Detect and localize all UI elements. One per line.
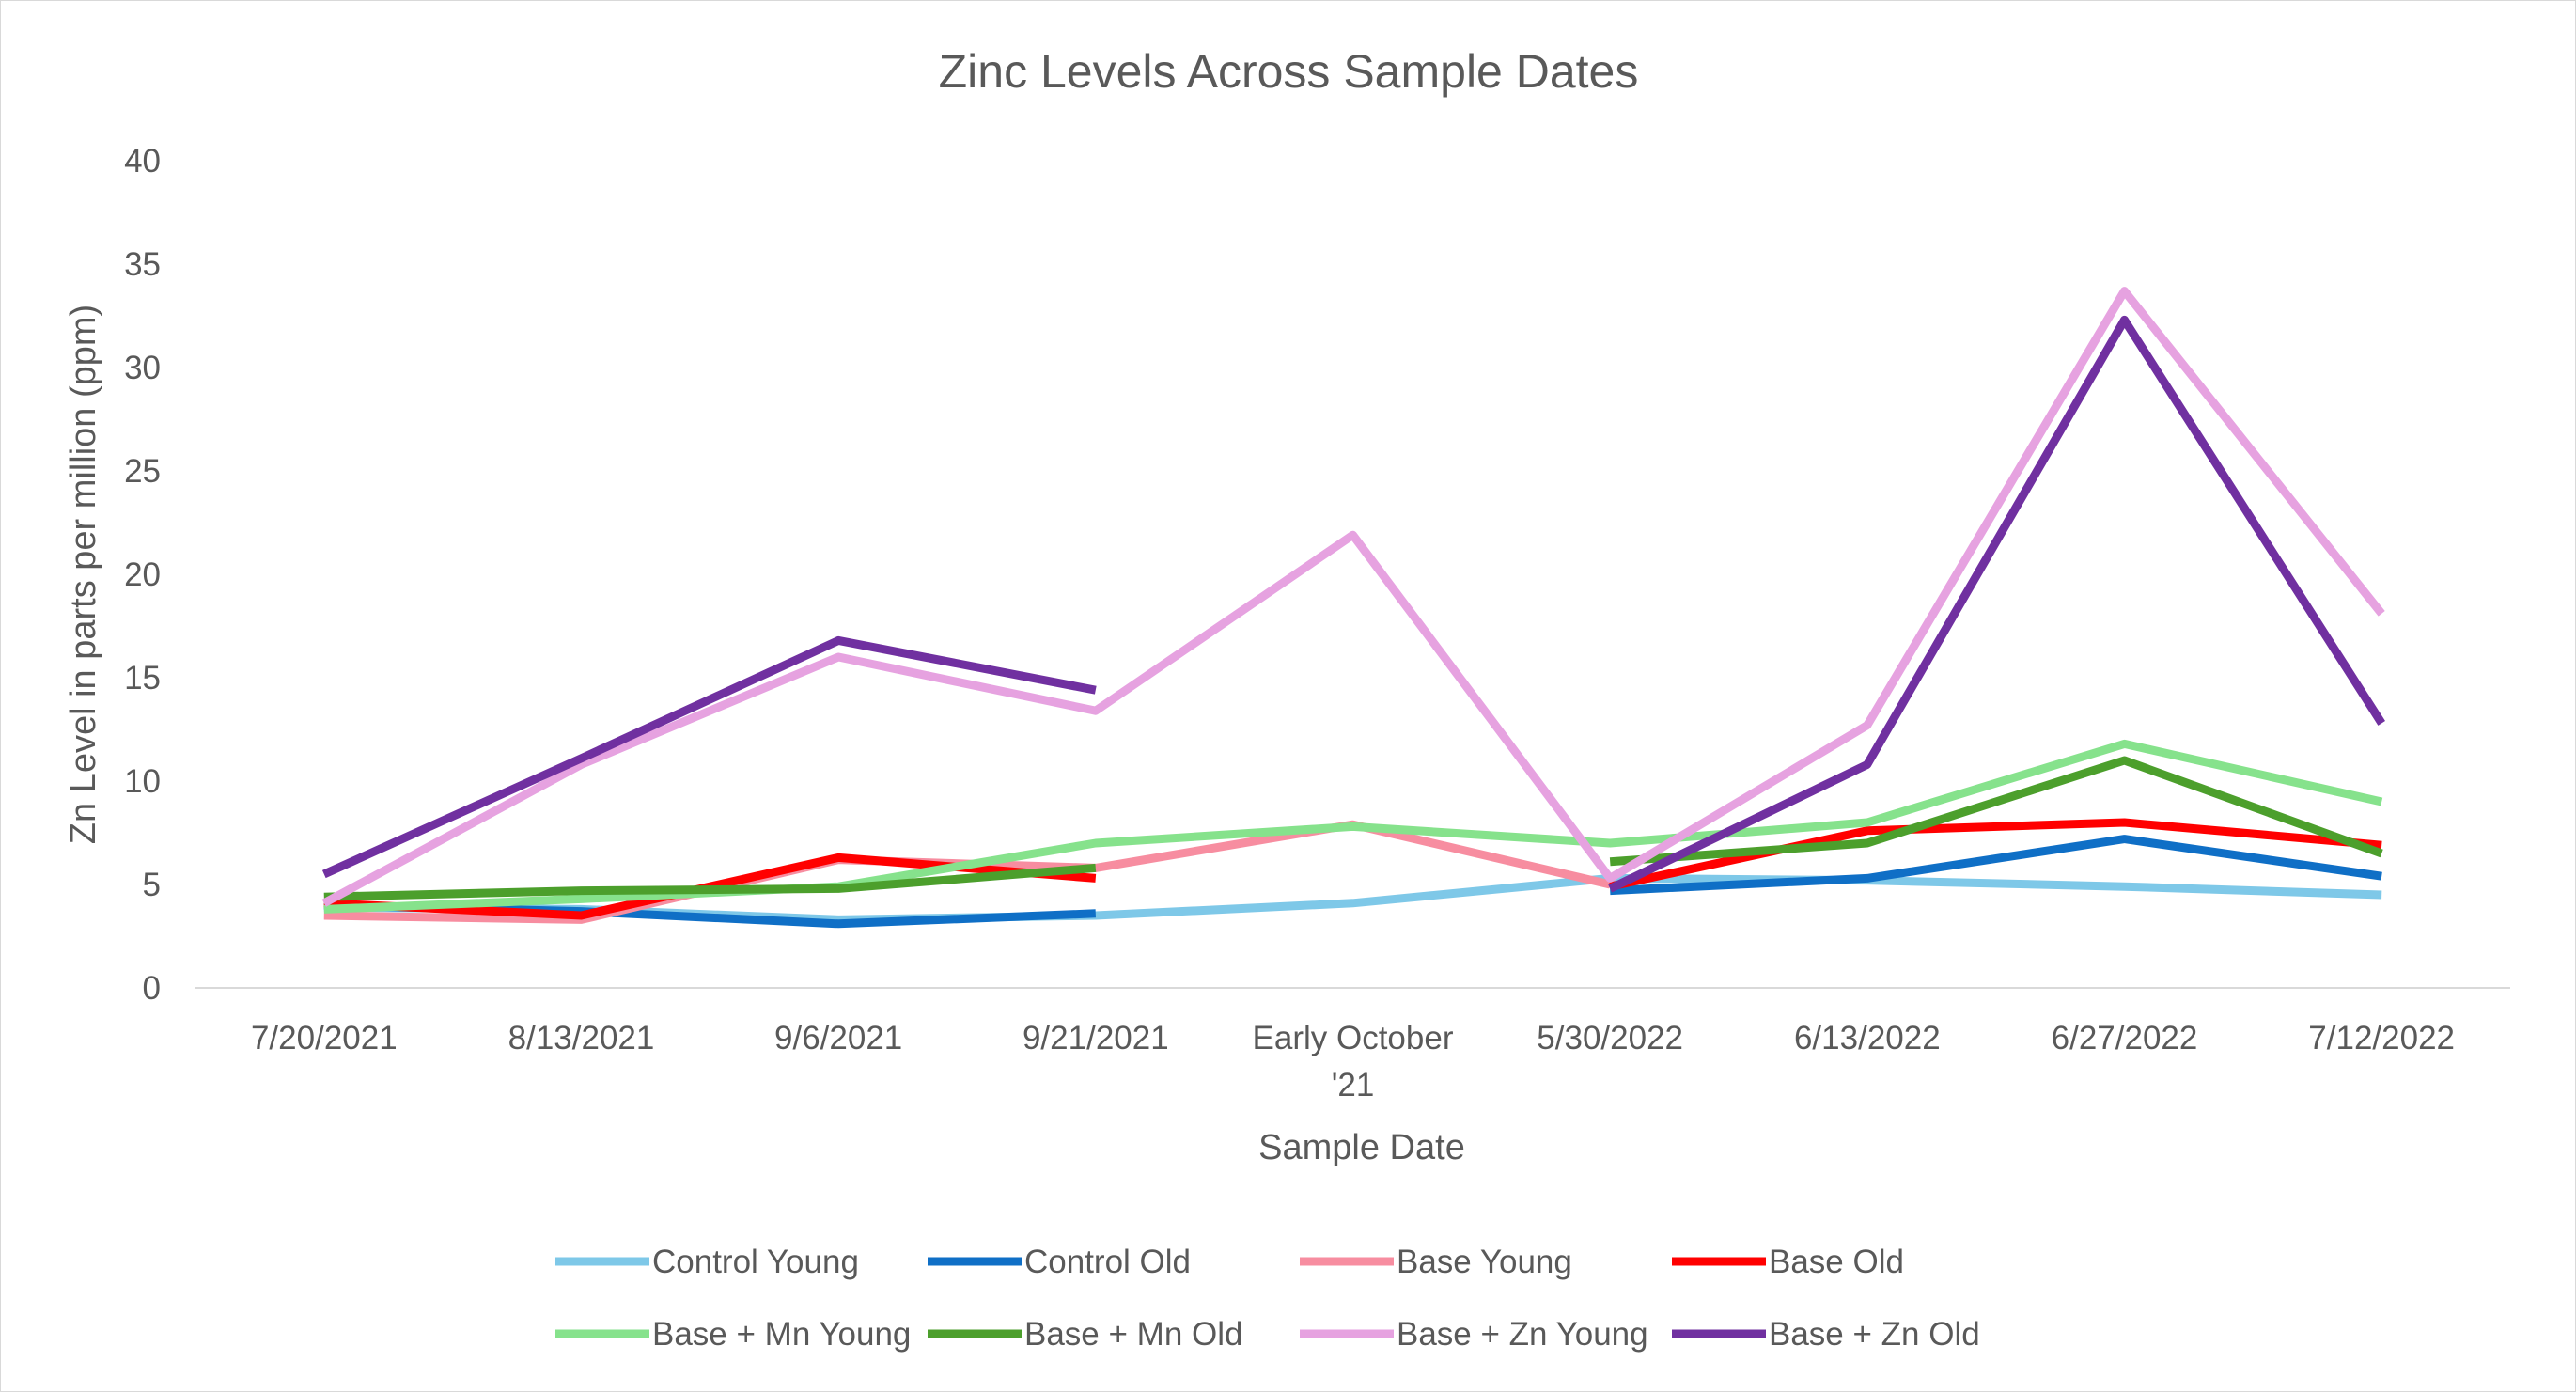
series-base-zn-young <box>321 287 2385 907</box>
series-base-mn-young <box>323 739 2383 914</box>
series-line-base-mn-old <box>323 863 1097 901</box>
legend-item-base-mn-old: Base + Mn Old <box>928 1316 1242 1353</box>
y-tick-label: 10 <box>124 763 161 800</box>
legend-item-base-zn-young: Base + Zn Young <box>1300 1316 1648 1353</box>
series-line-base-mn-young <box>323 739 2383 914</box>
y-tick-label: 20 <box>124 556 161 593</box>
x-tick-label: 9/6/2021 <box>774 1020 902 1056</box>
series-base-zn-old <box>321 315 2385 893</box>
series-base-mn-old <box>323 756 2383 901</box>
legend-item-base-zn-old: Base + Zn Old <box>1672 1316 1980 1353</box>
series-group <box>321 287 2385 929</box>
legend-item-control-old: Control Old <box>928 1244 1191 1280</box>
x-tick-label: Early October '21 <box>1253 1020 1454 1103</box>
series-line-base-old <box>1609 818 2382 891</box>
x-tick-label: 6/27/2022 <box>2052 1020 2198 1056</box>
series-line-base-zn-old <box>321 635 1097 879</box>
y-tick-label: 25 <box>124 453 161 490</box>
legend-label: Base Young <box>1397 1244 1572 1280</box>
legend-item-base-mn-young: Base + Mn Young <box>555 1316 911 1353</box>
legend-item-control-young: Control Young <box>555 1244 859 1280</box>
y-tick-label: 15 <box>124 660 161 696</box>
x-tick-label: 8/13/2021 <box>508 1020 655 1056</box>
series-line-base-mn-old <box>1609 756 2383 867</box>
y-axis-ticks: 0 5 10 15 20 25 30 35 40 <box>124 143 161 1007</box>
y-tick-label: 40 <box>124 143 161 180</box>
legend-item-base-young: Base Young <box>1300 1244 1572 1280</box>
y-tick-label: 0 <box>143 970 161 1007</box>
x-tick-label: 5/30/2022 <box>1537 1020 1683 1056</box>
y-tick-label: 5 <box>143 867 161 903</box>
legend-label: Base + Zn Old <box>1769 1316 1980 1353</box>
legend-label: Base + Mn Old <box>1024 1316 1242 1353</box>
x-axis-ticks: 7/20/2021 8/13/2021 9/6/2021 9/21/2021 Early… <box>251 1020 2455 1103</box>
y-tick-label: 35 <box>124 246 161 283</box>
chart-title: Zinc Levels Across Sample Dates <box>939 45 1639 98</box>
legend-label: Control Young <box>652 1244 859 1280</box>
x-tick-label: 7/20/2021 <box>251 1020 398 1056</box>
y-axis-title: Zn Level in parts per million (ppm) <box>64 305 103 844</box>
series-line-base-zn-old <box>1608 315 2385 893</box>
series-line-control-old <box>1609 835 2382 896</box>
x-axis-title: Sample Date <box>1258 1128 1465 1167</box>
legend-label: Control Old <box>1024 1244 1191 1280</box>
legend-item-base-old: Base Old <box>1672 1244 1904 1280</box>
legend: Control Young Control Old Base Young Base O… <box>555 1244 1980 1353</box>
x-tick-label: 6/13/2022 <box>1794 1020 1941 1056</box>
y-tick-label: 30 <box>124 350 161 386</box>
legend-label: Base + Mn Young <box>652 1316 911 1353</box>
legend-label: Base Old <box>1769 1244 1904 1280</box>
legend-label: Base + Zn Young <box>1397 1316 1648 1353</box>
x-tick-label: 9/21/2021 <box>1023 1020 1169 1056</box>
series-line-base-zn-young <box>321 287 2385 907</box>
x-tick-label: 7/12/2022 <box>2308 1020 2455 1056</box>
